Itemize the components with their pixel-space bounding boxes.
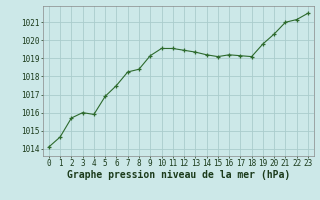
- X-axis label: Graphe pression niveau de la mer (hPa): Graphe pression niveau de la mer (hPa): [67, 170, 290, 180]
